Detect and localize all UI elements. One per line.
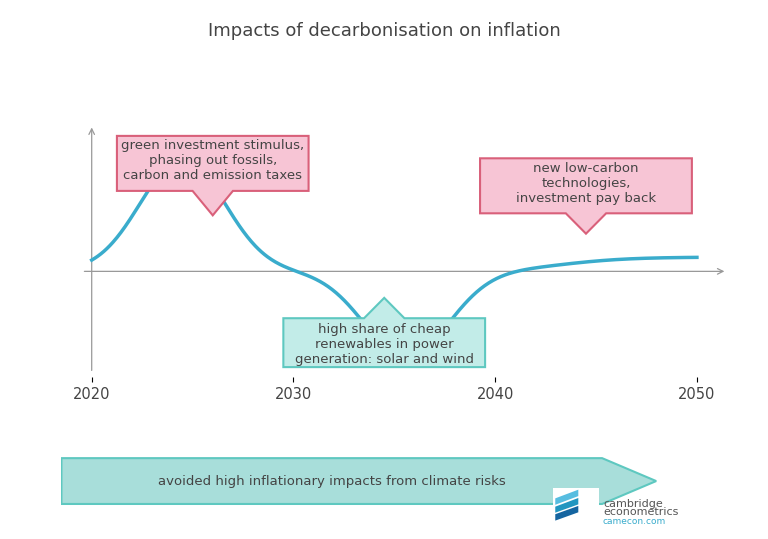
Text: Impacts of decarbonisation on inflation: Impacts of decarbonisation on inflation bbox=[207, 22, 561, 39]
Text: camecon.com: camecon.com bbox=[603, 516, 666, 526]
Text: econometrics: econometrics bbox=[603, 507, 678, 517]
Polygon shape bbox=[555, 498, 578, 513]
Text: high share of cheap
renewables in power
generation: solar and wind: high share of cheap renewables in power … bbox=[295, 323, 474, 366]
Polygon shape bbox=[555, 506, 578, 521]
Text: avoided high inflationary impacts from climate risks: avoided high inflationary impacts from c… bbox=[158, 474, 505, 488]
Polygon shape bbox=[480, 158, 692, 234]
Polygon shape bbox=[117, 136, 309, 216]
Text: new low-carbon
technologies,
investment pay back: new low-carbon technologies, investment … bbox=[516, 162, 656, 205]
Polygon shape bbox=[555, 489, 578, 505]
Text: cambridge: cambridge bbox=[603, 499, 663, 509]
Polygon shape bbox=[61, 458, 656, 504]
Polygon shape bbox=[283, 298, 485, 367]
Text: green investment stimulus,
phasing out fossils,
carbon and emission taxes: green investment stimulus, phasing out f… bbox=[121, 140, 304, 183]
